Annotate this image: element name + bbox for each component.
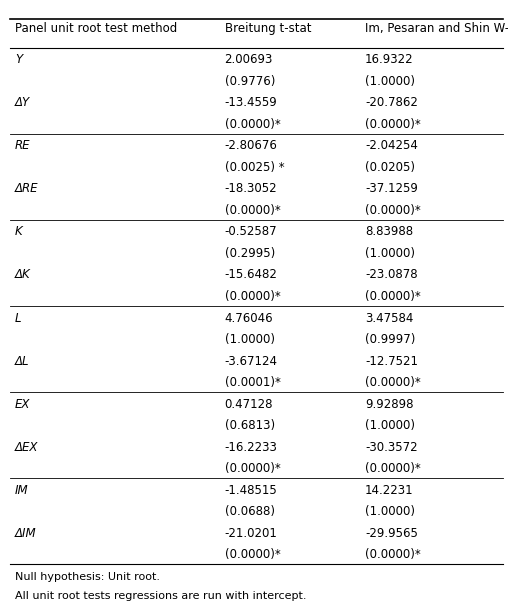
Text: All unit root tests regressions are run with intercept.: All unit root tests regressions are run …: [15, 590, 307, 601]
Text: (1.0000): (1.0000): [365, 75, 415, 88]
Text: ΔEX: ΔEX: [15, 440, 39, 454]
Text: Breitung t-stat: Breitung t-stat: [225, 22, 311, 35]
Text: -30.3572: -30.3572: [365, 440, 418, 454]
Text: -16.2233: -16.2233: [225, 440, 277, 454]
Text: -1.48515: -1.48515: [225, 484, 277, 497]
Text: ΔY: ΔY: [15, 96, 30, 109]
Text: Panel unit root test method: Panel unit root test method: [15, 22, 177, 35]
Text: (0.0000)*: (0.0000)*: [225, 462, 280, 475]
Text: -23.0878: -23.0878: [365, 268, 418, 281]
Text: -37.1259: -37.1259: [365, 182, 418, 195]
Text: Im, Pesaran and Shin W-stat: Im, Pesaran and Shin W-stat: [365, 22, 508, 35]
Text: (0.0000)*: (0.0000)*: [365, 462, 421, 475]
Text: 16.9322: 16.9322: [365, 53, 414, 66]
Text: ΔK: ΔK: [15, 268, 31, 281]
Text: Y: Y: [15, 53, 22, 66]
Text: (0.2995): (0.2995): [225, 247, 275, 260]
Text: 9.92898: 9.92898: [365, 398, 414, 411]
Text: Null hypothesis: Unit root.: Null hypothesis: Unit root.: [15, 572, 160, 581]
Text: 8.83988: 8.83988: [365, 226, 413, 239]
Text: (1.0000): (1.0000): [365, 247, 415, 260]
Text: IM: IM: [15, 484, 29, 497]
Text: (0.0000)*: (0.0000)*: [365, 376, 421, 389]
Text: -20.7862: -20.7862: [365, 96, 418, 109]
Text: -12.7521: -12.7521: [365, 354, 418, 368]
Text: (0.6813): (0.6813): [225, 419, 275, 432]
Text: -13.4559: -13.4559: [225, 96, 277, 109]
Text: (0.0000)*: (0.0000)*: [365, 204, 421, 217]
Text: (0.0000)*: (0.0000)*: [225, 290, 280, 303]
Text: (0.0000)*: (0.0000)*: [225, 548, 280, 561]
Text: (0.0000)*: (0.0000)*: [225, 118, 280, 131]
Text: 2.00693: 2.00693: [225, 53, 273, 66]
Text: (1.0000): (1.0000): [225, 333, 274, 346]
Text: (0.0688): (0.0688): [225, 505, 274, 518]
Text: -29.9565: -29.9565: [365, 527, 418, 540]
Text: L: L: [15, 312, 21, 325]
Text: (0.0001)*: (0.0001)*: [225, 376, 280, 389]
Text: -0.52587: -0.52587: [225, 226, 277, 239]
Text: -2.80676: -2.80676: [225, 139, 277, 152]
Text: 4.76046: 4.76046: [225, 312, 273, 325]
Text: EX: EX: [15, 398, 30, 411]
Text: (0.0000)*: (0.0000)*: [365, 548, 421, 561]
Text: (0.0205): (0.0205): [365, 161, 415, 174]
Text: 14.2231: 14.2231: [365, 484, 414, 497]
Text: 3.47584: 3.47584: [365, 312, 414, 325]
Text: -21.0201: -21.0201: [225, 527, 277, 540]
Text: RE: RE: [15, 139, 30, 152]
Text: ΔL: ΔL: [15, 354, 29, 368]
Text: (0.0000)*: (0.0000)*: [225, 204, 280, 217]
Text: (1.0000): (1.0000): [365, 505, 415, 518]
Text: (0.0000)*: (0.0000)*: [365, 118, 421, 131]
Text: ΔIM: ΔIM: [15, 527, 37, 540]
Text: (0.9776): (0.9776): [225, 75, 275, 88]
Text: (0.0025) *: (0.0025) *: [225, 161, 284, 174]
Text: (1.0000): (1.0000): [365, 419, 415, 432]
Text: (0.0000)*: (0.0000)*: [365, 290, 421, 303]
Text: ΔRE: ΔRE: [15, 182, 39, 195]
Text: K: K: [15, 226, 23, 239]
Text: -15.6482: -15.6482: [225, 268, 277, 281]
Text: -2.04254: -2.04254: [365, 139, 418, 152]
Text: (0.9997): (0.9997): [365, 333, 416, 346]
Text: -18.3052: -18.3052: [225, 182, 277, 195]
Text: -3.67124: -3.67124: [225, 354, 277, 368]
Text: 0.47128: 0.47128: [225, 398, 273, 411]
